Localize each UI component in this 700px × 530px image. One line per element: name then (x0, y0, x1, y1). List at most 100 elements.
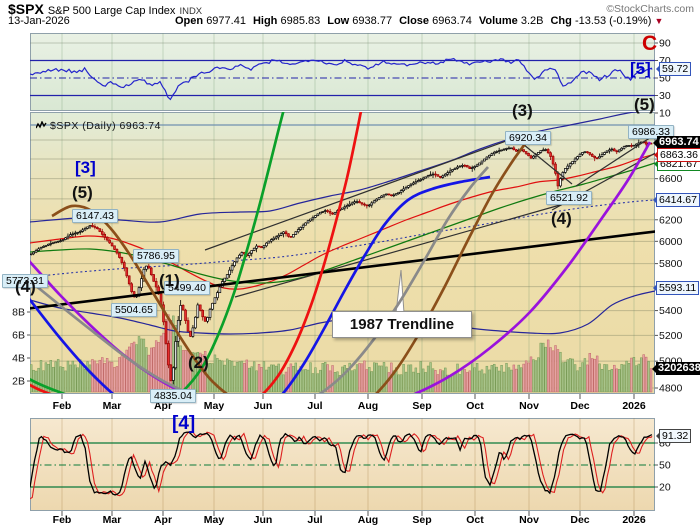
price-callout-652192: 6521.92 (546, 191, 592, 205)
svg-text:Jun: Jun (254, 400, 273, 412)
mid-band-box: 6414.67 (653, 193, 700, 207)
open-label: Open (175, 15, 204, 27)
price-callout-577331: 5773.31 (2, 274, 48, 288)
low-label: Low (327, 15, 350, 27)
svg-text:10: 10 (659, 108, 671, 120)
svg-text:4B: 4B (12, 353, 25, 365)
main-chart-title-text: $SPX (Daily) 6963.74 (50, 120, 161, 132)
svg-text:6200: 6200 (659, 214, 683, 226)
ma-fast-box: 6863.36 (654, 148, 700, 162)
svg-text:Jul: Jul (307, 514, 322, 526)
svg-text:20: 20 (659, 482, 671, 494)
stockcharts-brand: ©StockCharts.com (606, 3, 694, 15)
trendline-callout: 1987 Trendline (332, 311, 472, 338)
svg-text:Oct: Oct (466, 400, 484, 412)
volume-value: 3.2B (520, 15, 544, 27)
cycle_gray (30, 166, 490, 393)
wave-label-c: C (642, 32, 658, 55)
svg-text:80: 80 (659, 438, 671, 450)
stoch-value-box: 91.32 (655, 429, 692, 443)
svg-text:Oct: Oct (466, 514, 484, 526)
stoch-red-line (30, 430, 653, 500)
svg-text:Apr: Apr (154, 514, 172, 526)
close-label: Close (399, 15, 430, 27)
svg-text:2026: 2026 (622, 400, 646, 412)
high-label: High (252, 15, 278, 27)
volume-value-box: 3202638 (652, 362, 700, 375)
cycle_purple (30, 141, 652, 393)
svg-text:Sep: Sep (412, 400, 431, 412)
svg-text:2B: 2B (12, 376, 25, 388)
rsi-value-box: 59.72 (655, 62, 692, 76)
candles (30, 139, 653, 385)
svg-text:6000: 6000 (659, 236, 683, 248)
svg-text:Dec: Dec (570, 400, 589, 412)
low-value: 6938.77 (352, 15, 393, 27)
cycle_red (30, 112, 363, 393)
svg-text:Nov: Nov (519, 514, 539, 526)
svg-text:5800: 5800 (659, 258, 683, 270)
svg-text:70: 70 (659, 55, 671, 67)
price-callout-614743: 6147.43 (72, 209, 118, 223)
wave-label-3-top: (3) (512, 101, 533, 120)
low-band-box: 5593.11 (652, 281, 700, 295)
rsi-line (30, 57, 653, 101)
chart-header: $SPX S&P 500 Large Cap Index INDX (8, 1, 203, 17)
wave-label-5-paren: (5) (72, 183, 93, 202)
price-callout-698633: 6986.33 (628, 125, 674, 139)
chg-label: Chg (550, 15, 572, 27)
wave-label-4-left: (4) (15, 277, 36, 296)
svg-text:Aug: Aug (358, 400, 378, 412)
svg-text:Dec: Dec (570, 514, 589, 526)
svg-text:May: May (204, 514, 225, 526)
main-plot (30, 112, 655, 393)
wave-label-1: (1) (159, 271, 180, 290)
stoch-black-line (30, 431, 653, 496)
svg-text:May: May (204, 400, 225, 412)
wave-label-2: (2) (188, 353, 209, 372)
wave-label-4-right: (4) (551, 209, 572, 228)
svg-text:50: 50 (659, 73, 671, 85)
svg-text:Feb: Feb (53, 400, 72, 412)
svg-text:Sep: Sep (412, 514, 431, 526)
svg-text:Apr: Apr (154, 400, 172, 412)
volume-bars (30, 314, 653, 393)
svg-text:5200: 5200 (659, 330, 683, 342)
price-callout-578695: 5786.95 (133, 249, 179, 263)
svg-text:Jul: Jul (307, 400, 322, 412)
price-callout-549940: 5499.40 (164, 281, 210, 295)
svg-text:Nov: Nov (519, 400, 539, 412)
price-callout-550465: 5504.65 (111, 303, 157, 317)
price-callout-692034: 6920.34 (505, 131, 551, 145)
svg-text:90: 90 (659, 38, 671, 50)
svg-text:6600: 6600 (659, 173, 683, 185)
svg-text:2026: 2026 (622, 514, 646, 526)
down-arrow-icon: ▼ (654, 16, 664, 26)
chart-date: 13-Jan-2026 (8, 15, 70, 27)
svg-text:8B: 8B (12, 307, 25, 319)
symbol-name: S&P 500 Large Cap Index (47, 5, 176, 17)
svg-text:Feb: Feb (53, 514, 72, 526)
exchange: INDX (179, 6, 203, 17)
svg-text:4800: 4800 (659, 382, 683, 394)
volume-label: Volume (478, 15, 518, 27)
last-price-box: 6963.74 (653, 136, 700, 149)
chg-value: -13.53 (-0.19%) (574, 15, 652, 27)
cycle_green (30, 112, 285, 393)
svg-text:Jun: Jun (254, 514, 273, 526)
stockcharts-logo-icon (35, 120, 47, 129)
wave-label-5-rsi: [5] (630, 59, 651, 78)
svg-text:50: 50 (659, 460, 671, 472)
symbol: $SPX (8, 1, 44, 17)
price-callout-483504: 4835.04 (150, 389, 196, 403)
svg-text:Mar: Mar (103, 514, 122, 526)
wave-label-3-circ: [3] (75, 158, 96, 177)
main-chart-title: $SPX (Daily) 6963.74 (35, 120, 161, 132)
ohlc-row: 13-Jan-2026 Open 6977.41 High 6985.83 Low 6… (8, 15, 700, 27)
svg-text:6B: 6B (12, 330, 25, 342)
high-value: 6985.83 (280, 15, 321, 27)
wave-label-4-stoch: [4] (172, 413, 196, 434)
svg-text:Aug: Aug (358, 514, 378, 526)
